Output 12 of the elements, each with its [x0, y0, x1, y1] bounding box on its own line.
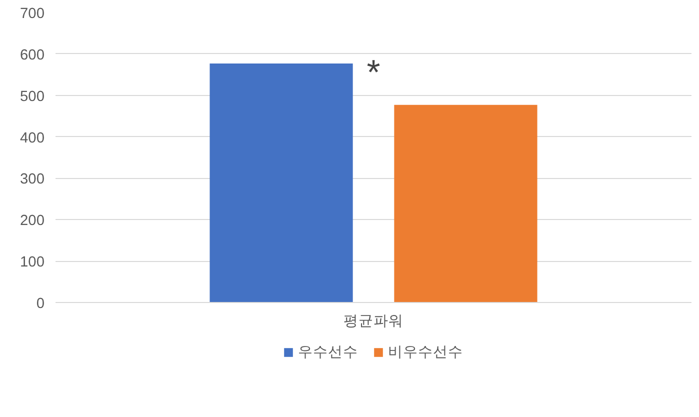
x-tick-label: 평균파워 — [344, 314, 404, 330]
y-tick-label: 500 — [20, 88, 45, 105]
y-tick-label: 100 — [20, 254, 45, 271]
y-tick-label: 0 — [36, 296, 45, 312]
y-tick-label: 300 — [20, 172, 45, 188]
y-tick-label: 400 — [20, 130, 45, 146]
y-tick-label: 700 — [20, 6, 45, 22]
legend-label: 우수선수 — [298, 344, 358, 362]
legend-label: 비우수선수 — [388, 344, 463, 362]
annotation: * — [366, 54, 380, 92]
y-tick-label: 600 — [20, 47, 45, 64]
y-tick-label: 200 — [20, 213, 45, 230]
